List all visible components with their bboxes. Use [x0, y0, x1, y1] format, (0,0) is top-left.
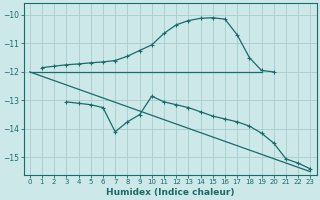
X-axis label: Humidex (Indice chaleur): Humidex (Indice chaleur)	[106, 188, 234, 197]
